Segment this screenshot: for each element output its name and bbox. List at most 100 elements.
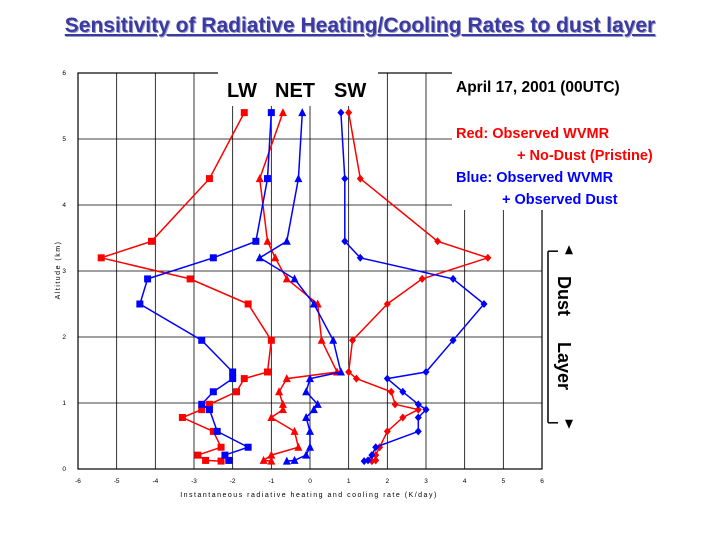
marker-triangle (259, 455, 268, 464)
marker-diamond (368, 451, 376, 460)
marker-square (147, 237, 155, 245)
marker-square (213, 427, 221, 435)
red-legend-line2: + No-Dust (Pristine) (517, 148, 653, 164)
legend-background (452, 70, 680, 210)
x-tick-label: 4 (463, 478, 467, 485)
marker-diamond (391, 400, 399, 409)
marker-diamond (484, 253, 492, 262)
x-tick-label: 1 (347, 478, 351, 485)
marker-diamond (341, 237, 349, 246)
marker-diamond (414, 413, 422, 422)
label-net: NET (275, 80, 315, 102)
marker-square (209, 427, 217, 435)
marker-square (240, 375, 248, 383)
x-tick-label: 6 (540, 478, 544, 485)
series-line-red_lw (98, 112, 273, 462)
dust-label-word1: Dust (554, 276, 574, 316)
x-tick-label: 2 (386, 478, 390, 485)
marker-square (217, 443, 225, 451)
series-red_net (255, 108, 342, 465)
marker-diamond (356, 253, 364, 262)
y-tick-label: 2 (62, 334, 66, 341)
marker-square (205, 400, 213, 408)
y-tick-label: 3 (62, 268, 66, 275)
x-tick-label: 5 (502, 478, 506, 485)
marker-square (136, 300, 144, 308)
marker-triangle (290, 426, 299, 435)
x-tick-label: 0 (308, 478, 312, 485)
marker-square (198, 400, 206, 408)
dust-layer-bracket (547, 245, 573, 429)
series-line-blue_lw (139, 112, 273, 461)
marker-diamond (399, 387, 407, 396)
marker-triangle (282, 274, 291, 283)
marker-diamond (345, 108, 353, 117)
marker-triangle (255, 253, 264, 262)
marker-triangle (282, 236, 291, 245)
marker-diamond (337, 108, 345, 117)
marker-triangle (278, 399, 287, 408)
red-legend-line1: Red: Observed WVMR (456, 126, 610, 142)
marker-square (194, 451, 202, 459)
marker-square (209, 388, 217, 396)
marker-triangle (267, 456, 276, 465)
marker-triangle (271, 253, 280, 262)
marker-triangle (278, 108, 287, 117)
y-tick-label: 1 (62, 400, 66, 407)
marker-diamond (372, 443, 380, 452)
series-group (97, 108, 492, 466)
blue-legend-line1: Blue: Observed WVMR (456, 170, 614, 186)
marker-diamond (345, 367, 353, 376)
marker-triangle (309, 405, 318, 414)
marker-square (229, 368, 237, 376)
marker-square (144, 275, 152, 283)
x-tick-label: 3 (424, 478, 428, 485)
blue-legend-line2: + Observed Dust (502, 192, 618, 208)
marker-diamond (480, 300, 488, 308)
date-label: April 17, 2001 (00UTC) (456, 79, 620, 96)
marker-square (209, 254, 217, 262)
marker-square (186, 275, 194, 283)
marker-diamond (414, 400, 422, 409)
series-red_sw (345, 108, 492, 466)
marker-square (205, 406, 213, 414)
dust-label-word2: Layer (554, 342, 574, 390)
marker-triangle (290, 455, 299, 464)
series-blue_sw (337, 108, 488, 466)
marker-square (263, 175, 271, 183)
marker-diamond (422, 405, 430, 414)
marker-triangle (263, 236, 272, 245)
marker-triangle (302, 387, 311, 396)
marker-triangle (306, 374, 314, 383)
chart-title: Sensitivity of Radiative Heating/Cooling… (64, 14, 656, 37)
marker-triangle (267, 450, 276, 459)
marker-square (178, 414, 186, 422)
marker-triangle (294, 442, 303, 451)
marker-diamond (360, 457, 368, 466)
marker-triangle (336, 367, 345, 376)
marker-triangle (313, 399, 322, 408)
label-sw: SW (334, 80, 366, 102)
marker-diamond (387, 387, 395, 396)
marker-square (198, 336, 206, 344)
marker-diamond (383, 374, 391, 383)
series-line-blue_net (258, 112, 342, 462)
marker-square (202, 456, 210, 464)
marker-triangle (278, 405, 287, 414)
y-tick-label: 6 (62, 70, 66, 77)
series-red_lw (97, 109, 275, 465)
marker-square (267, 336, 275, 344)
series-blue_net (255, 108, 345, 465)
marker-diamond (383, 427, 391, 436)
label-lw: LW (227, 80, 257, 102)
marker-square (198, 406, 206, 414)
marker-diamond (349, 336, 357, 345)
marker-square (229, 375, 237, 383)
marker-diamond (356, 174, 364, 183)
marker-triangle (290, 274, 299, 283)
marker-square (97, 254, 105, 262)
tick-labels: -6 -5 -4 -3 -2 -1 0 1 2 3 4 5 6 0 1 2 3 4 5 6 (62, 70, 544, 485)
x-tick-label: -2 (230, 478, 236, 485)
marker-triangle (255, 174, 264, 183)
